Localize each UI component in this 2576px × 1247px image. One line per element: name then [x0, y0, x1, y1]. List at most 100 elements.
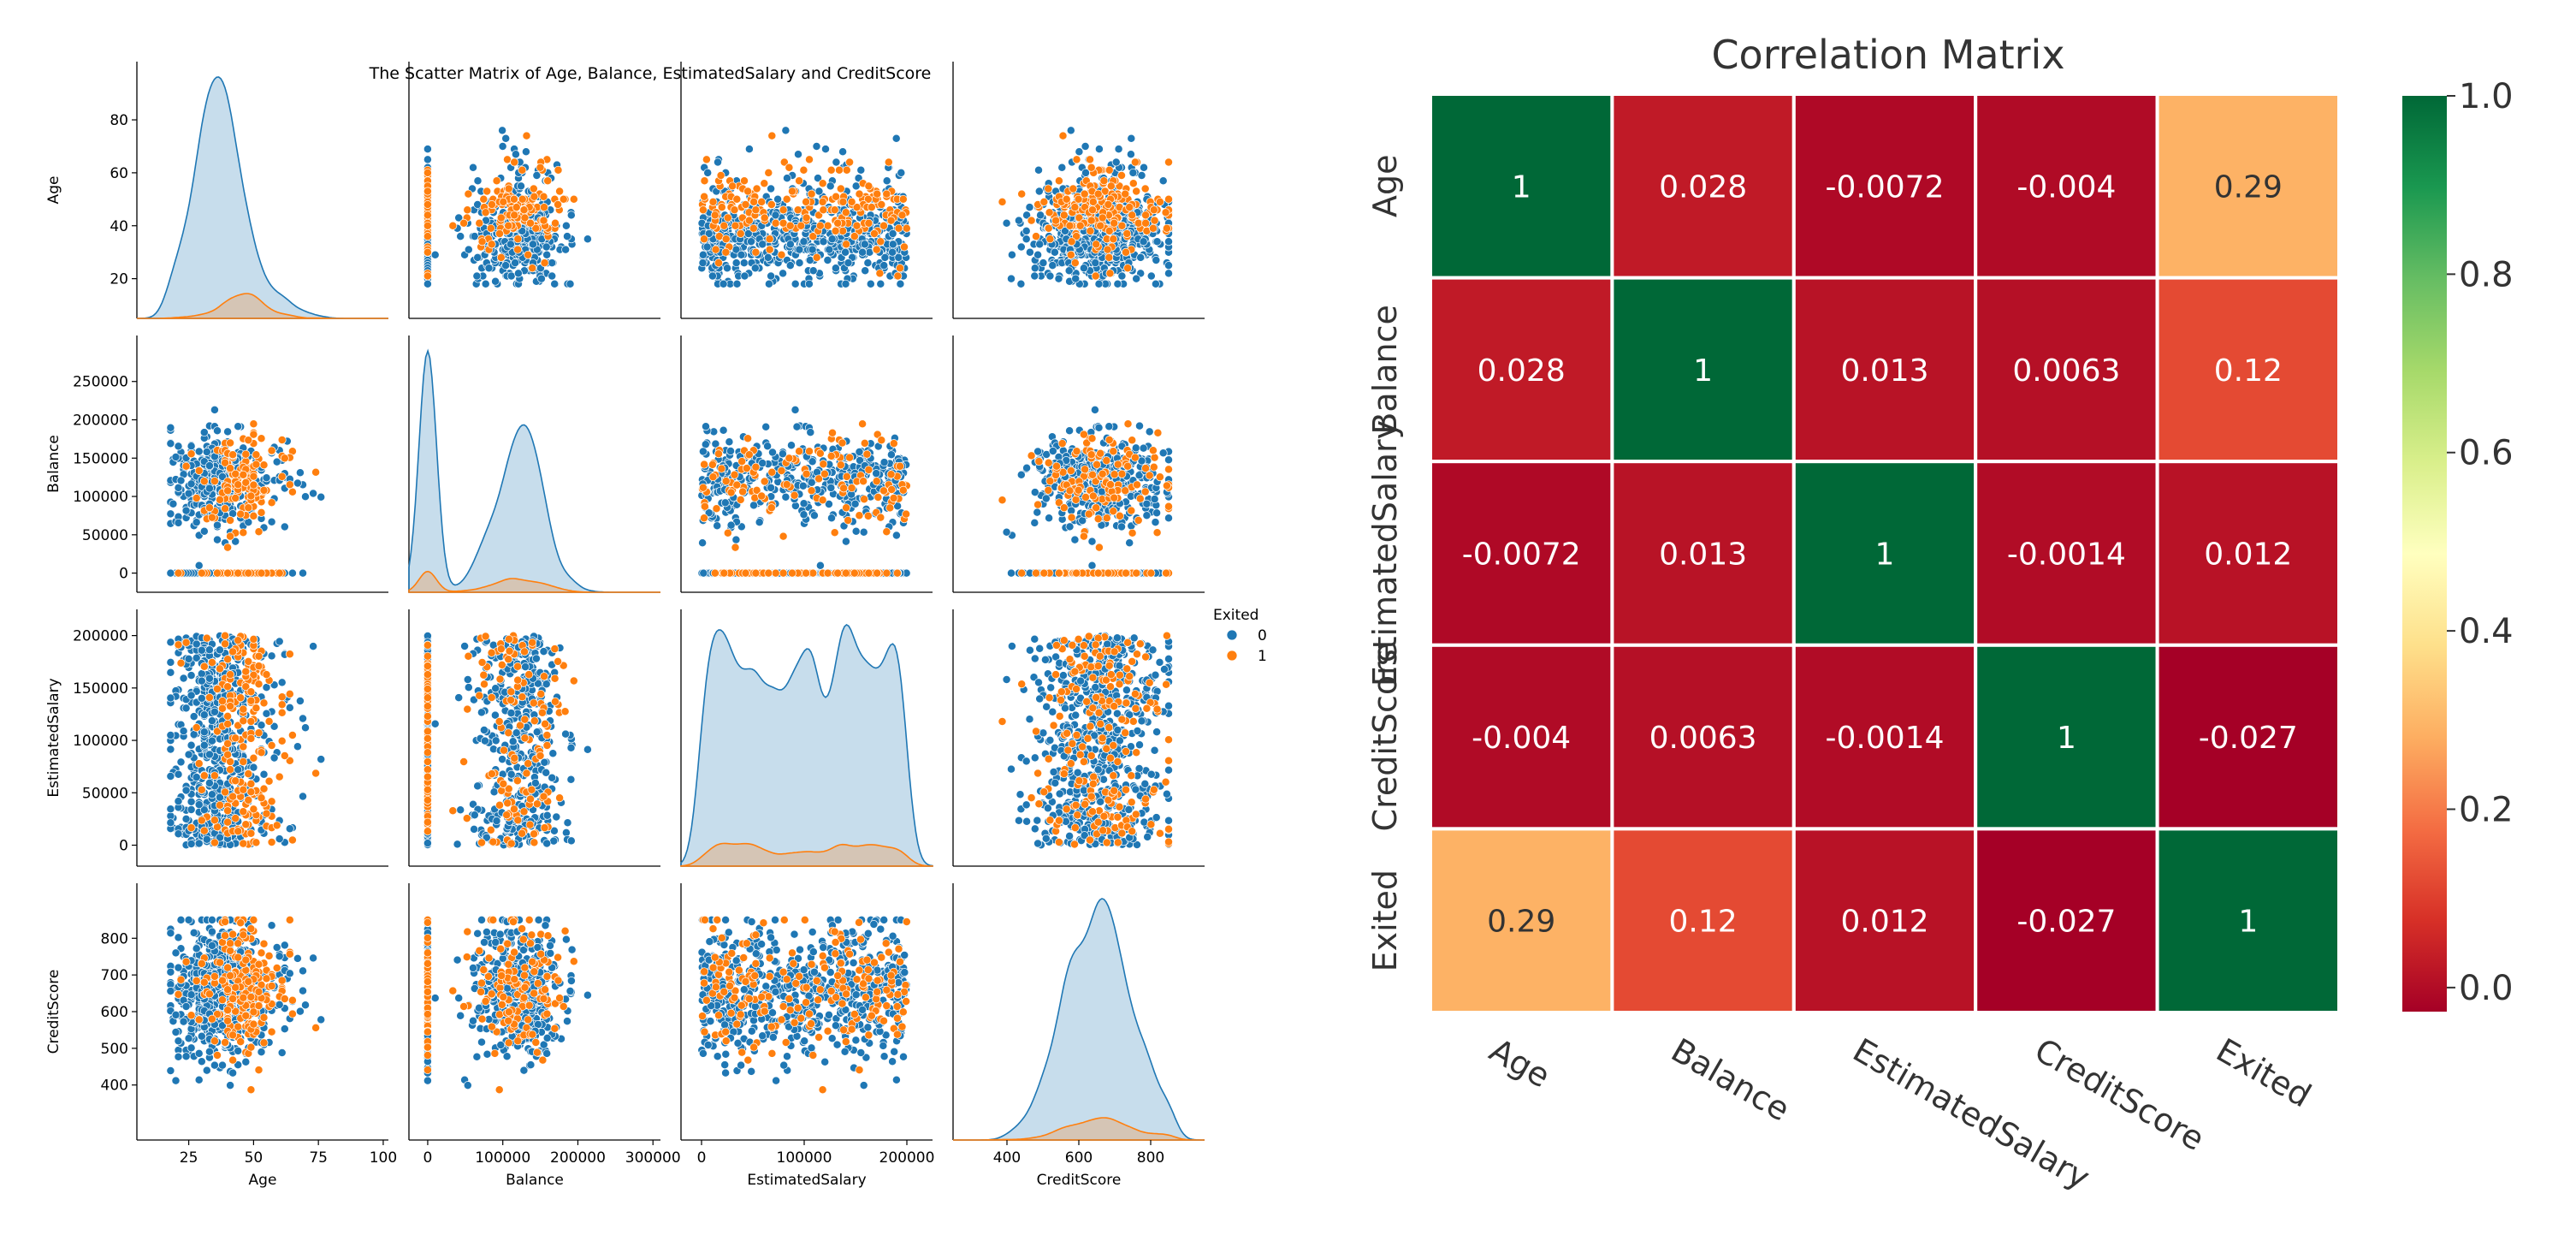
- scatter-point-exited-1: [902, 509, 911, 519]
- scatter-point-exited-1: [1093, 514, 1103, 524]
- scatter-point-exited-0: [174, 442, 183, 451]
- scatter-point-exited-0: [1014, 216, 1023, 225]
- scatter-point-exited-1: [897, 211, 907, 220]
- scatter-point-exited-1: [698, 205, 708, 215]
- scatter-point-exited-1: [287, 487, 297, 496]
- scatter-point-exited-0: [1034, 165, 1043, 175]
- scatter-point-exited-1: [752, 184, 761, 193]
- scatter-point-exited-0: [856, 165, 866, 175]
- scatter-point-exited-1: [842, 503, 851, 513]
- scatter-point-exited-0: [1045, 514, 1054, 523]
- scatter-point-exited-0: [761, 422, 771, 431]
- scatter-point-exited-1: [1164, 194, 1173, 204]
- scatter-point-exited-1: [1109, 447, 1118, 456]
- scatter-point-exited-1: [847, 484, 856, 493]
- scatter-point-exited-1: [1098, 469, 1107, 478]
- scatter-point-exited-1: [873, 568, 882, 578]
- scatter-point-exited-1: [1102, 456, 1111, 466]
- scatter-point-exited-1: [1071, 495, 1081, 504]
- scatter-point-exited-1: [740, 176, 749, 186]
- scatter-point-exited-0: [799, 499, 808, 508]
- scatter-point-exited-0: [517, 181, 525, 191]
- y-tick-label: 250000: [73, 374, 128, 391]
- scatter-point-exited-0: [764, 279, 773, 288]
- scatter-point-exited-0: [501, 134, 511, 143]
- scatter-point-exited-1: [1094, 543, 1104, 552]
- scatter-point-exited-0: [267, 517, 276, 526]
- scatter-point-exited-1: [788, 568, 796, 578]
- scatter-point-exited-1: [1145, 471, 1154, 480]
- scatter-point-exited-0: [758, 240, 767, 249]
- scatter-point-exited-1: [519, 205, 529, 215]
- scatter-point-exited-1: [1072, 155, 1081, 164]
- scatter-point-exited-1: [207, 513, 216, 522]
- scatter-point-exited-1: [1081, 493, 1090, 502]
- scatter-point-exited-0: [184, 489, 193, 498]
- scatter-point-exited-0: [423, 279, 432, 288]
- scatter-point-exited-0: [1064, 266, 1074, 276]
- scatter-point-exited-1: [882, 527, 891, 537]
- scatter-point-exited-0: [1007, 568, 1016, 578]
- scatter-point-exited-1: [760, 477, 769, 486]
- scatter-point-exited-1: [838, 197, 848, 206]
- scatter-point-exited-1: [1102, 514, 1111, 523]
- scatter-point-exited-1: [239, 470, 248, 479]
- scatter-point-exited-1: [721, 235, 731, 244]
- scatter-point-exited-0: [703, 168, 713, 177]
- scatter-point-exited-0: [1035, 240, 1045, 249]
- scatter-point-exited-1: [717, 464, 726, 473]
- scatter-point-exited-1: [828, 428, 837, 437]
- scatter-point-exited-1: [793, 205, 802, 215]
- scatter-point-exited-0: [1158, 448, 1168, 458]
- scatter-point-exited-0: [1045, 271, 1055, 281]
- scatter-point-exited-1: [1039, 197, 1049, 206]
- scatter-point-exited-1: [795, 447, 804, 456]
- scatter-point-exited-1: [764, 168, 773, 177]
- scatter-point-exited-1: [830, 528, 839, 537]
- scatter-point-exited-0: [701, 440, 710, 449]
- scatter-point-exited-0: [506, 271, 516, 281]
- scatter-point-exited-1: [1070, 258, 1080, 268]
- scatter-point-exited-1: [870, 229, 879, 238]
- scatter-point-exited-0: [464, 245, 473, 254]
- scatter-point-exited-0: [1025, 203, 1034, 212]
- scatter-point-exited-0: [1007, 250, 1016, 259]
- scatter-point-exited-0: [174, 483, 183, 492]
- scatter-point-exited-1: [509, 194, 518, 204]
- scatter-point-exited-1: [1067, 237, 1076, 246]
- scatter-point-exited-1: [1054, 176, 1063, 186]
- scatter-point-exited-1: [852, 221, 862, 230]
- scatter-point-exited-0: [827, 235, 837, 244]
- scatter-point-exited-1: [249, 472, 258, 481]
- scatter-point-exited-0: [1007, 274, 1016, 283]
- scatter-point-exited-0: [888, 247, 897, 257]
- scatter-point-exited-1: [841, 568, 850, 578]
- scatter-point-exited-1: [833, 218, 843, 228]
- scatter-point-exited-1: [1069, 184, 1078, 193]
- scatter-point-exited-1: [898, 485, 908, 495]
- scatter-point-exited-0: [1151, 518, 1160, 527]
- scatter-point-exited-1: [423, 200, 432, 209]
- scatter-point-exited-1: [742, 464, 751, 473]
- scatter-point-exited-0: [1150, 495, 1159, 504]
- scatter-point-exited-1: [737, 457, 747, 466]
- scatter-point-exited-1: [231, 494, 240, 502]
- scatter-point-exited-1: [213, 568, 222, 578]
- scatter-point-exited-1: [529, 184, 538, 193]
- scatter-point-exited-1: [767, 503, 776, 513]
- scatter-point-exited-1: [876, 237, 885, 246]
- scatter-point-exited-0: [1041, 494, 1051, 503]
- scatter-point-exited-0: [795, 245, 804, 254]
- scatter-point-exited-1: [226, 516, 235, 525]
- scatter-point-exited-1: [767, 200, 776, 209]
- scatter-point-exited-1: [876, 513, 885, 522]
- scatter-point-exited-0: [841, 279, 850, 288]
- scatter-point-exited-0: [744, 145, 754, 154]
- scatter-point-exited-0: [876, 279, 885, 288]
- scatter-point-exited-1: [728, 181, 737, 191]
- scatter-point-exited-0: [767, 184, 776, 193]
- scatter-point-exited-0: [795, 258, 804, 268]
- scatter-point-exited-0: [826, 484, 836, 492]
- scatter-point-exited-0: [1016, 279, 1026, 288]
- scatter-point-exited-0: [702, 242, 712, 252]
